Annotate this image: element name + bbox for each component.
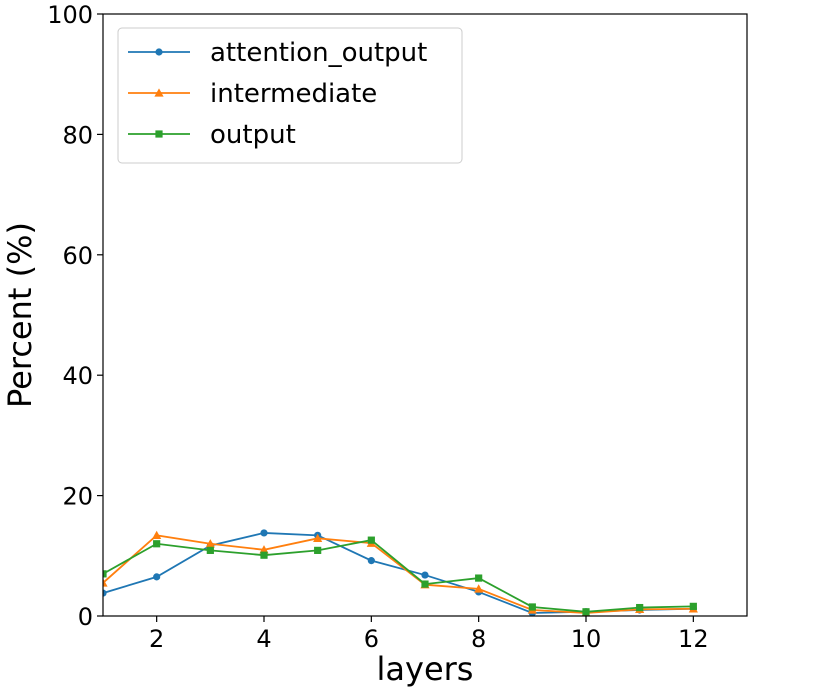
data-point [474, 584, 484, 593]
legend-label: output [210, 120, 296, 150]
legend-marker [155, 130, 163, 138]
legend: attention_output intermediate output [117, 27, 463, 164]
series-attention-output [103, 529, 697, 616]
series-line [103, 539, 694, 613]
x-tick-label: 12 [678, 625, 709, 653]
series-layer [103, 529, 698, 616]
data-point [313, 533, 323, 543]
x-tick-label: 6 [364, 625, 379, 653]
data-point [152, 530, 162, 540]
data-point [421, 571, 429, 579]
x-tick-label: 8 [471, 625, 486, 653]
x-tick-label: 4 [256, 625, 271, 653]
x-tick-label: 2 [149, 625, 164, 653]
data-point [260, 551, 268, 559]
data-point [260, 529, 268, 537]
legend-label: attention_output [210, 38, 427, 68]
legend-box [117, 27, 463, 164]
data-point [528, 603, 536, 611]
y-tick-label: 100 [47, 1, 93, 29]
data-point [636, 603, 644, 612]
series-line [103, 534, 694, 614]
plot-frame [102, 13, 748, 617]
legend-item: attention_output [128, 38, 427, 68]
data-point [314, 546, 322, 554]
data-point [582, 608, 590, 616]
y-tick-label: 80 [62, 121, 93, 149]
data-point [475, 574, 483, 582]
legend-marker [154, 88, 164, 97]
legend-marker [155, 48, 163, 56]
x-tick-label: 10 [571, 625, 602, 653]
data-point [367, 536, 375, 544]
y-tick-label: 20 [62, 483, 93, 511]
data-point [205, 539, 215, 548]
data-point [689, 602, 697, 610]
legend-item: output [128, 120, 296, 150]
y-tick-label: 40 [62, 362, 93, 390]
data-point [421, 580, 429, 588]
data-point [206, 546, 214, 554]
data-point [103, 589, 107, 597]
data-point [259, 545, 269, 554]
series-output [103, 536, 697, 616]
legend-label: intermediate [210, 79, 377, 109]
y-tick-label: 0 [78, 603, 93, 631]
series-intermediate [103, 530, 698, 616]
ticks-layer: 2 4 6 8 10 12 0 20 40 60 80 100 [47, 1, 708, 653]
data-point [103, 570, 107, 578]
legend-item: intermediate [128, 79, 377, 109]
data-point [367, 557, 375, 565]
y-axis-label: Percent (%) [1, 222, 39, 408]
data-point [103, 578, 108, 587]
series-line [103, 532, 694, 614]
data-point [153, 540, 161, 548]
data-point [153, 573, 161, 581]
x-axis-label: layers [377, 650, 474, 688]
y-tick-label: 60 [62, 242, 93, 270]
